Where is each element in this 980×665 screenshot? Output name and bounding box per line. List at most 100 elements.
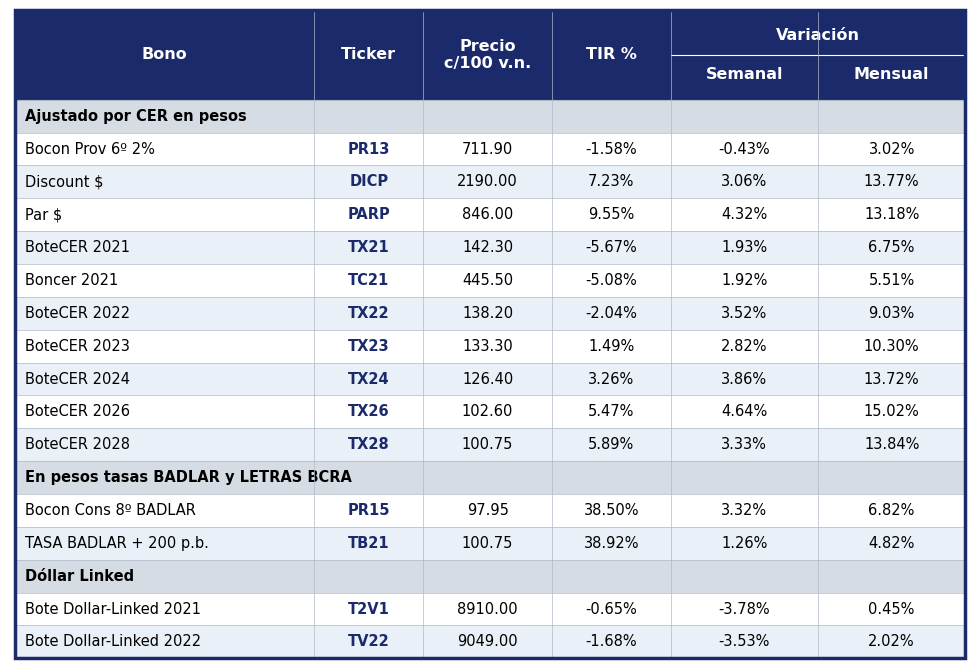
Text: TC21: TC21	[348, 273, 389, 288]
Bar	[15, 560, 965, 593]
Text: 9.03%: 9.03%	[868, 306, 914, 321]
Text: Bono: Bono	[141, 47, 187, 63]
Bar	[15, 330, 965, 362]
Text: 1.49%: 1.49%	[588, 338, 634, 354]
Text: 846.00: 846.00	[462, 207, 514, 222]
Bar	[15, 362, 965, 396]
Text: Bocon Cons 8º BADLAR: Bocon Cons 8º BADLAR	[24, 503, 195, 518]
Text: 3.32%: 3.32%	[721, 503, 767, 518]
Text: PR15: PR15	[348, 503, 390, 518]
Text: 3.86%: 3.86%	[721, 372, 767, 386]
Text: 3.06%: 3.06%	[721, 174, 767, 190]
Text: 5.47%: 5.47%	[588, 404, 634, 420]
Bar	[15, 166, 965, 198]
Text: BoteCER 2028: BoteCER 2028	[24, 438, 129, 452]
Text: TIR %: TIR %	[586, 47, 637, 63]
Text: TX22: TX22	[348, 306, 390, 321]
Text: BoteCER 2023: BoteCER 2023	[24, 338, 129, 354]
Text: 711.90: 711.90	[462, 142, 514, 156]
Text: 3.33%: 3.33%	[721, 438, 767, 452]
Bar	[15, 198, 965, 231]
Bar	[15, 100, 965, 132]
Bar	[15, 297, 965, 330]
Text: -3.53%: -3.53%	[718, 634, 770, 650]
Text: 4.64%: 4.64%	[721, 404, 767, 420]
Text: -3.78%: -3.78%	[718, 602, 770, 616]
Text: 15.02%: 15.02%	[863, 404, 919, 420]
Text: PR13: PR13	[348, 142, 390, 156]
Text: TX24: TX24	[348, 372, 390, 386]
Text: BoteCER 2022: BoteCER 2022	[24, 306, 129, 321]
Text: 100.75: 100.75	[462, 536, 514, 551]
Text: Precio
c/100 v.n.: Precio c/100 v.n.	[444, 39, 531, 71]
Text: -2.04%: -2.04%	[585, 306, 637, 321]
Text: Ajustado por CER en pesos: Ajustado por CER en pesos	[24, 108, 246, 124]
Text: 97.95: 97.95	[466, 503, 509, 518]
Text: TASA BADLAR + 200 p.b.: TASA BADLAR + 200 p.b.	[24, 536, 209, 551]
Text: 142.30: 142.30	[462, 240, 514, 255]
Text: Semanal: Semanal	[706, 67, 783, 82]
Bar	[15, 428, 965, 462]
Text: 126.40: 126.40	[462, 372, 514, 386]
Bar	[15, 462, 965, 494]
Text: 9.55%: 9.55%	[588, 207, 634, 222]
Text: 13.72%: 13.72%	[863, 372, 919, 386]
Text: 13.84%: 13.84%	[864, 438, 919, 452]
Text: Bote Dollar-Linked 2022: Bote Dollar-Linked 2022	[24, 634, 201, 650]
Text: 445.50: 445.50	[462, 273, 514, 288]
Text: Boncer 2021: Boncer 2021	[24, 273, 118, 288]
Text: -0.43%: -0.43%	[718, 142, 770, 156]
Text: 138.20: 138.20	[462, 306, 514, 321]
Text: 3.52%: 3.52%	[721, 306, 767, 321]
Text: 100.75: 100.75	[462, 438, 514, 452]
Text: 10.30%: 10.30%	[863, 338, 919, 354]
Text: BoteCER 2021: BoteCER 2021	[24, 240, 129, 255]
Text: 13.77%: 13.77%	[863, 174, 919, 190]
Text: 8910.00: 8910.00	[458, 602, 518, 616]
Bar	[15, 396, 965, 428]
Text: -0.65%: -0.65%	[585, 602, 637, 616]
Text: Ticker: Ticker	[341, 47, 396, 63]
Text: 133.30: 133.30	[463, 338, 513, 354]
Text: Par $: Par $	[24, 207, 62, 222]
Text: 3.26%: 3.26%	[588, 372, 634, 386]
Text: En pesos tasas BADLAR y LETRAS BCRA: En pesos tasas BADLAR y LETRAS BCRA	[24, 470, 352, 485]
Text: 38.92%: 38.92%	[583, 536, 639, 551]
Bar	[15, 264, 965, 297]
Text: 13.18%: 13.18%	[864, 207, 919, 222]
Text: -5.67%: -5.67%	[585, 240, 637, 255]
Text: Dóllar Linked: Dóllar Linked	[24, 569, 133, 584]
Text: 102.60: 102.60	[462, 404, 514, 420]
Text: 0.45%: 0.45%	[868, 602, 914, 616]
Text: 1.93%: 1.93%	[721, 240, 767, 255]
Text: 5.51%: 5.51%	[868, 273, 914, 288]
Text: 3.02%: 3.02%	[868, 142, 914, 156]
Bar	[15, 132, 965, 166]
Text: -5.08%: -5.08%	[585, 273, 637, 288]
Text: 2190.00: 2190.00	[458, 174, 518, 190]
Bar	[15, 231, 965, 264]
Text: 1.92%: 1.92%	[721, 273, 767, 288]
Text: Bote Dollar-Linked 2021: Bote Dollar-Linked 2021	[24, 602, 201, 616]
Text: -1.68%: -1.68%	[585, 634, 637, 650]
Text: Discount $: Discount $	[24, 174, 103, 190]
Text: 4.32%: 4.32%	[721, 207, 767, 222]
Text: Mensual: Mensual	[854, 67, 929, 82]
Text: TB21: TB21	[348, 536, 390, 551]
Bar	[15, 10, 965, 100]
Bar	[15, 626, 965, 658]
Text: 6.75%: 6.75%	[868, 240, 914, 255]
Text: -1.58%: -1.58%	[585, 142, 637, 156]
Text: TX21: TX21	[348, 240, 390, 255]
Text: BoteCER 2024: BoteCER 2024	[24, 372, 129, 386]
Text: PARP: PARP	[348, 207, 390, 222]
Text: 38.50%: 38.50%	[583, 503, 639, 518]
Text: TX28: TX28	[348, 438, 390, 452]
Text: TX23: TX23	[348, 338, 390, 354]
Bar	[15, 494, 965, 527]
Bar	[15, 527, 965, 560]
Text: DICP: DICP	[349, 174, 388, 190]
Text: 7.23%: 7.23%	[588, 174, 634, 190]
Text: TX26: TX26	[348, 404, 390, 420]
Bar	[15, 593, 965, 626]
